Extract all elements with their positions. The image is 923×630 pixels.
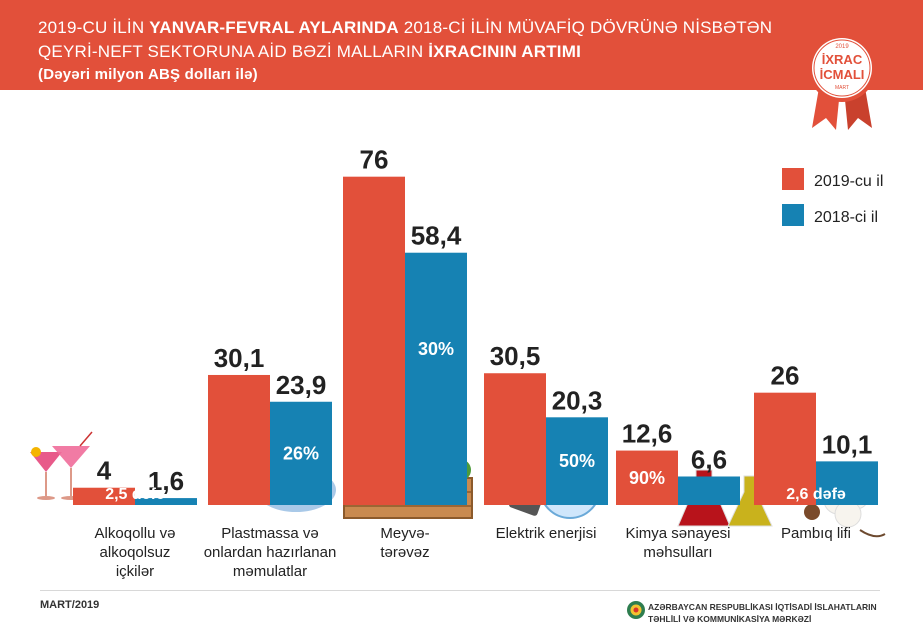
value-label-2018-2: 58,4 xyxy=(411,221,462,251)
org-line-2: TƏHLİLİ VƏ KOMMUNİKASİYA MƏRKƏZİ xyxy=(648,614,812,624)
plastic-granules-icon xyxy=(208,458,336,512)
bar-2018-5 xyxy=(816,461,878,505)
svg-text:İCMALI: İCMALI xyxy=(820,67,865,82)
category-label-0-0: Alkoqollu və xyxy=(95,525,176,542)
bar-2019-4 xyxy=(616,450,678,505)
growth-label-4: 90% xyxy=(629,468,665,488)
bar-2019-3 xyxy=(484,373,546,505)
value-label-2019-3: 30,5 xyxy=(490,341,541,371)
category-label-1-2: məmulatlar xyxy=(233,563,307,580)
legend-swatch-2019 xyxy=(782,168,804,190)
value-label-2019-2: 76 xyxy=(360,145,389,175)
value-label-2018-5: 10,1 xyxy=(822,429,873,459)
subtitle-units: (Dəyəri milyon ABŞ dolları ilə) xyxy=(38,66,258,83)
svg-text:İXRAC: İXRAC xyxy=(822,52,863,67)
value-label-2018-0: 1,6 xyxy=(148,466,184,496)
category-label-0-2: içkilər xyxy=(116,563,154,580)
value-label-2018-4: 6,6 xyxy=(691,444,727,474)
title-line-2: QEYRİ-NEFT SEKTORUNA AİD BƏZİ MALLARIN İ… xyxy=(38,42,582,61)
cocktail-glasses-icon xyxy=(30,431,93,500)
legend-swatch-2018 xyxy=(782,204,804,226)
category-label-1-0: Plastmassa və xyxy=(221,525,319,542)
value-label-2018-1: 23,9 xyxy=(276,370,327,400)
bar-2019-5 xyxy=(754,392,816,505)
chemistry-flasks-icon xyxy=(677,469,773,527)
org-line-1: AZƏRBAYCAN RESPUBLİKASI İQTİSADİ İSLAHAT… xyxy=(648,602,877,612)
category-label-0-1: alkoqolsuz xyxy=(100,544,171,561)
growth-label-0: 2,5 dəfə xyxy=(105,486,165,503)
legend-label-2018: 2018-ci il xyxy=(814,209,878,226)
light-bulb-icon xyxy=(509,457,601,519)
category-label-1-1: onlardan hazırlanan xyxy=(204,544,337,561)
growth-label-3: 50% xyxy=(559,451,595,471)
title-line-1: 2019-CU İLİN YANVAR-FEVRAL AYLARINDA 201… xyxy=(38,18,773,37)
organization-name: AZƏRBAYCAN RESPUBLİKASI İQTİSADİ İSLAHAT… xyxy=(648,601,877,625)
vegetable-crate-icon xyxy=(343,429,473,519)
svg-text:MART: MART xyxy=(835,85,849,91)
ixrac-icmali-badge-icon: 2019 İXRAC İCMALI MART xyxy=(808,34,876,130)
coat-of-arms-icon xyxy=(627,601,645,619)
footer-date: MART/2019 xyxy=(40,599,100,611)
bar-2018-2 xyxy=(405,252,467,505)
category-label-2-0: Meyvə- xyxy=(380,525,429,542)
value-label-2019-4: 12,6 xyxy=(622,419,673,449)
footer-divider xyxy=(40,590,880,591)
bar-2019-1 xyxy=(208,374,270,505)
category-label-5-0: Pambıq lifi xyxy=(781,525,851,542)
value-label-2019-1: 30,1 xyxy=(214,343,265,373)
legend-label-2019: 2019-cu il xyxy=(814,173,883,190)
category-label-3-0: Elektrik enerjisi xyxy=(496,525,597,542)
svg-text:2019: 2019 xyxy=(835,44,849,50)
growth-label-5: 2,6 dəfə xyxy=(786,486,846,503)
bar-2019-0 xyxy=(73,487,135,505)
bar-2019-2 xyxy=(343,176,405,505)
bar-2018-4 xyxy=(678,476,740,505)
header-banner: 2019-CU İLİN YANVAR-FEVRAL AYLARINDA 201… xyxy=(0,0,923,90)
value-label-2019-0: 4 xyxy=(97,456,112,486)
category-label-4-1: məhsulları xyxy=(643,544,712,561)
value-label-2019-5: 26 xyxy=(771,361,800,391)
bar-2018-3 xyxy=(546,417,608,505)
growth-label-1: 26% xyxy=(283,443,319,463)
category-label-4-0: Kimya sənayesi xyxy=(625,525,730,542)
value-label-2018-3: 20,3 xyxy=(552,385,603,415)
bar-2018-0 xyxy=(135,498,197,505)
growth-label-2: 30% xyxy=(418,339,454,359)
category-label-2-1: tərəvəz xyxy=(380,544,429,561)
bar-2018-1 xyxy=(270,401,332,505)
cotton-boll-icon xyxy=(804,482,886,538)
